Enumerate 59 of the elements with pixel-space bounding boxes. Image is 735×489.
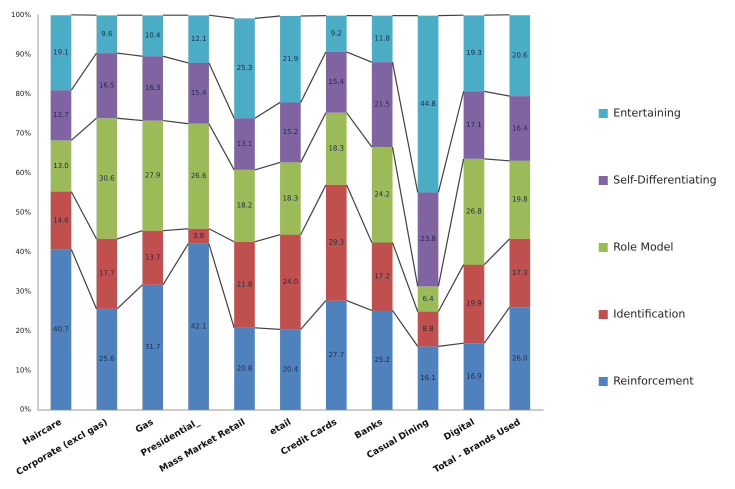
- legend-label: Identification: [613, 307, 686, 320]
- bar: [280, 16, 301, 102]
- bar: [326, 112, 347, 185]
- bar: [418, 16, 438, 192]
- bar: [418, 192, 438, 286]
- bar: [372, 147, 392, 243]
- bar: [234, 170, 255, 242]
- bar: [280, 234, 301, 330]
- legend-label: Self-Differentiating: [613, 173, 717, 186]
- bar: [372, 310, 392, 410]
- bar: [142, 284, 164, 410]
- bar: [372, 242, 392, 310]
- bar: [509, 239, 530, 308]
- bar: [509, 160, 530, 240]
- bar: [50, 140, 72, 192]
- bar: [509, 15, 530, 96]
- bar: [142, 15, 164, 56]
- bar: [464, 264, 484, 344]
- bar: [280, 102, 301, 162]
- bar: [188, 124, 209, 229]
- bar: [188, 244, 209, 410]
- bar: [464, 15, 484, 92]
- bar: [188, 62, 209, 124]
- bar: [188, 15, 209, 63]
- bar: [142, 56, 164, 121]
- bar: [326, 184, 347, 301]
- bar: [142, 120, 164, 231]
- legend-label: Role Model: [613, 240, 674, 254]
- bar: [96, 239, 118, 309]
- bar: [50, 192, 72, 250]
- bar: [234, 118, 255, 170]
- bar: [418, 286, 438, 312]
- bar: [50, 249, 72, 410]
- bar: [234, 242, 255, 328]
- bar: [50, 90, 72, 140]
- legend-label: Entertaining: [613, 106, 681, 120]
- bar: [464, 343, 484, 410]
- bar: [280, 329, 301, 410]
- bar: [372, 62, 392, 148]
- bar: [96, 53, 118, 118]
- bar: [96, 308, 118, 410]
- bar: [509, 307, 530, 410]
- bar: [418, 312, 438, 346]
- bar: [418, 346, 438, 410]
- bar: [234, 328, 255, 410]
- bar: [464, 158, 484, 265]
- bar: [326, 52, 347, 113]
- bar: [234, 18, 255, 118]
- bar: [96, 15, 118, 54]
- bar: [280, 162, 301, 235]
- bar: [326, 16, 347, 52]
- bar: [96, 118, 118, 240]
- bar: [372, 16, 392, 62]
- bar: [142, 230, 164, 285]
- bar: [326, 300, 347, 410]
- bar: [464, 91, 484, 159]
- bar: [509, 96, 530, 161]
- bar: [50, 15, 72, 90]
- legend-label: Reinforcement: [613, 374, 694, 388]
